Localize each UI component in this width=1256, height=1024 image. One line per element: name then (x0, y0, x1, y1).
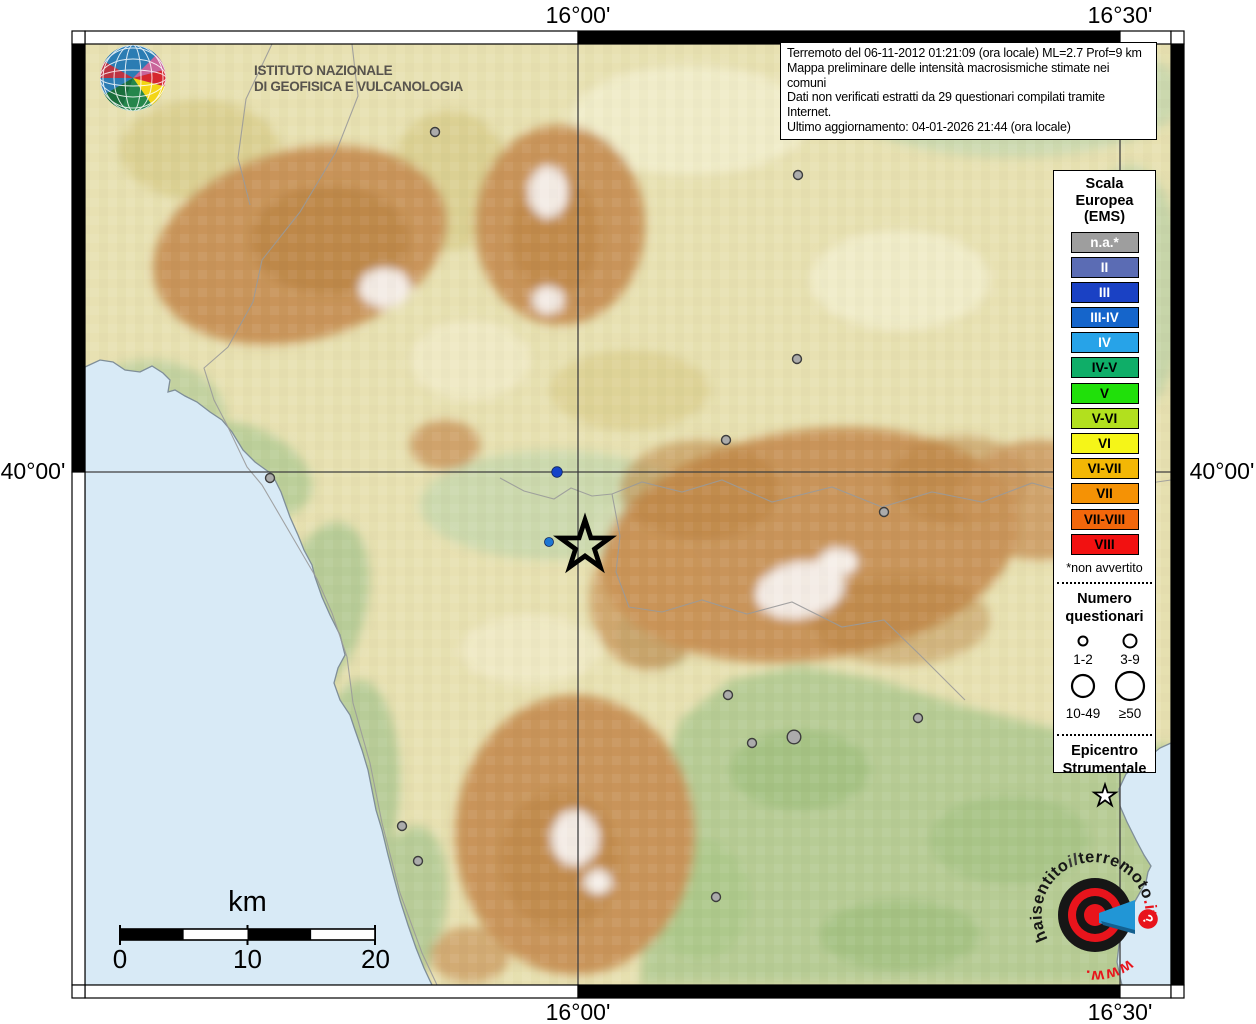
legend-separator-2 (1057, 733, 1152, 736)
admin-boundaries (203, 44, 1171, 985)
na-town-dot (412, 855, 424, 867)
na-town-dot (792, 169, 804, 181)
intensity-scale: n.a.* II III III-IV IV IV-V V V-VI VI VI… (1054, 231, 1155, 555)
map-frame (71, 30, 1185, 999)
scalebar-unit: km (228, 886, 267, 918)
size-dot-10-49-icon (1070, 673, 1095, 698)
size-dot-1-2-icon (1077, 635, 1088, 647)
size-label-3-9: 3-9 (1120, 652, 1140, 667)
questionnaire-size-key: 1-2 3-9 10-49 ≥50 (1065, 633, 1145, 721)
intensity-swatch-iii-iv: III-IV (1070, 307, 1139, 329)
ingv-wordmark-line2: DI GEOFISICA E VULCANOLOGIA (254, 78, 463, 94)
intensity-swatch-ii: II (1070, 256, 1139, 278)
intensity-swatch-iv: IV (1070, 332, 1139, 354)
na-town-dot (878, 506, 890, 518)
na-town-dot (912, 712, 924, 724)
legend-title: Scala Europea (EMS) (1075, 176, 1134, 225)
legend-panel: Scala Europea (EMS) n.a.* II III III-IV … (1053, 170, 1156, 808)
map-area: ? haisentitoilterremoto.it www. (85, 44, 1171, 985)
scalebar-tick-0: 0 (112, 944, 128, 974)
intensity-swatch-v-vi: V-VI (1070, 407, 1139, 429)
intensity-town-dot-iii-iv (544, 537, 554, 547)
epicenter-key-title: Epicentro Strumentale (1062, 742, 1147, 777)
epicenter-key-symbol (1090, 781, 1119, 808)
size-dot-50-icon (1114, 670, 1145, 701)
size-dot-3-9-icon (1122, 633, 1137, 649)
ingv-wordmark-line1: ISTITUTO NAZIONALE (254, 63, 393, 78)
info-line-map-type: Mappa preliminare delle intensità macros… (787, 60, 1110, 90)
na-town-dot-large (786, 729, 802, 745)
questionnaires-title: Numero questionari (1065, 590, 1144, 625)
info-line-event: Terremoto del 06-11-2012 01:21:09 (ora l… (787, 46, 1142, 60)
size-label-1-2: 1-2 (1073, 652, 1093, 667)
lon-label-top-right: 16°30' (1087, 2, 1153, 28)
intensity-swatch-vii: VII (1070, 483, 1139, 505)
intensity-swatch-vii-viii: VII-VIII (1070, 508, 1139, 530)
intensity-swatch-iii: III (1070, 281, 1139, 303)
intensity-swatch-viii: VIII (1070, 533, 1139, 555)
epicenter-star-icon (552, 512, 618, 574)
scalebar-tick-20: 20 (361, 944, 390, 974)
na-town-dot (746, 737, 758, 749)
na-town-dots (264, 126, 924, 903)
info-line-updated: Ultimo aggiornamento: 04-01-2026 21:44 (… (787, 119, 1071, 134)
legend-separator (1057, 581, 1152, 584)
na-town-dot (264, 472, 276, 484)
na-town-dot (710, 891, 722, 903)
lon-label-top-left: 16°00' (545, 2, 611, 28)
lat-label-left: 40°00' (0, 458, 66, 484)
info-line-data-source: Dati non verificati estratti da 29 quest… (787, 90, 1105, 120)
tyrrhenian-sea (85, 359, 433, 985)
intensity-swatch-v: V (1070, 382, 1139, 404)
intensity-swatch-vi: VI (1070, 433, 1139, 454)
ingv-globe-icon (100, 45, 166, 111)
na-town-dot (722, 689, 734, 701)
question-badge-icon (1138, 909, 1158, 929)
ingv-wordmark: ISTITUTO NAZIONALE DI GEOFISICA E VULCAN… (254, 63, 463, 94)
intensity-swatch-vi-vii: VI-VII (1070, 458, 1139, 480)
earthquake-info-box: Terremoto del 06-11-2012 01:21:09 (ora l… (780, 42, 1157, 140)
scale-bar (119, 925, 376, 945)
na-town-dot (396, 820, 408, 832)
lat-label-right: 40°00' (1189, 458, 1255, 484)
size-label-50: ≥50 (1118, 706, 1140, 721)
na-town-dot (791, 353, 803, 365)
scalebar-tick-10: 10 (233, 944, 262, 974)
intensity-swatch-iv-v: IV-V (1070, 357, 1139, 379)
intensity-swatch-na: n.a.* (1070, 231, 1139, 253)
epicenter-star-key-icon (1090, 781, 1119, 808)
na-town-dot (429, 126, 441, 138)
lon-label-bottom-right: 16°30' (1087, 999, 1153, 1024)
intensity-town-dot-iii (551, 466, 563, 478)
na-town-dot (720, 434, 732, 446)
lon-label-bottom-left: 16°00' (545, 999, 611, 1024)
legend-footnote: *non avvertito (1066, 560, 1143, 575)
size-label-10-49: 10-49 (1065, 706, 1100, 721)
